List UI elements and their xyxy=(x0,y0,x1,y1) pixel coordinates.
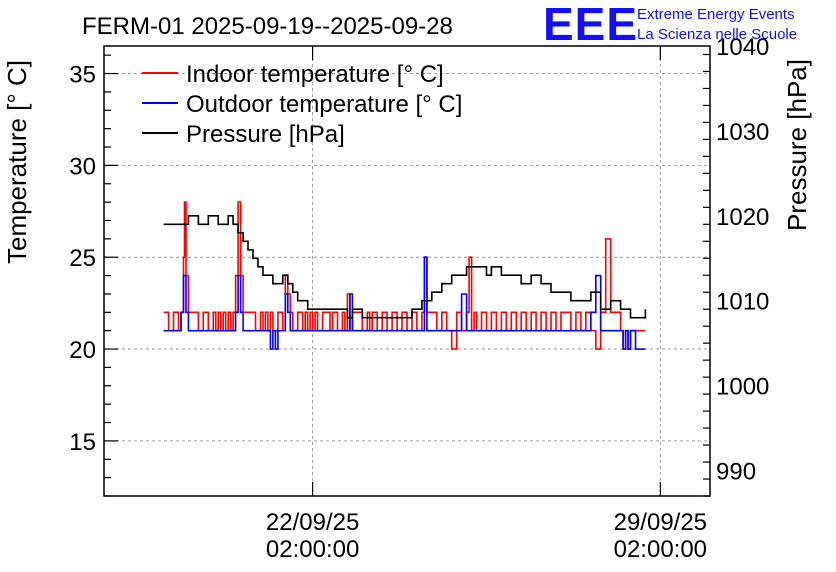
plot-lines xyxy=(163,201,647,350)
y2-tick-label: 1000 xyxy=(716,374,769,401)
y-tick-label: 25 xyxy=(69,245,96,272)
y-axis-left: 15 20 25 30 35 xyxy=(69,54,118,497)
y-tick-label: 15 xyxy=(69,429,96,456)
plot-frame xyxy=(103,45,711,497)
x-tick-label-time: 02:00:00 xyxy=(266,536,359,563)
legend-label-pressure-hpa: Pressure [hPa] xyxy=(186,121,345,148)
chart-title: FERM-01 2025-09-19--2025-09-28 xyxy=(82,13,453,40)
y-axis-label: Temperature [° C] xyxy=(2,60,32,264)
legend-label-indoor-temperature-c: Indoor temperature [° C] xyxy=(186,61,444,88)
y-tick-label: 20 xyxy=(69,337,96,364)
legend-label-outdoor-temperature-c: Outdoor temperature [° C] xyxy=(186,91,462,118)
y-tick-label: 35 xyxy=(69,62,96,89)
series-line-outdoor-temperature-c xyxy=(163,256,646,350)
logo-mark: EEE xyxy=(543,0,638,50)
x-tick-label-time: 02:00:00 xyxy=(614,536,707,563)
y-axis-right: 990 1000 1010 1020 1030 1040 xyxy=(703,34,769,497)
grid-lines xyxy=(104,46,710,496)
y2-tick-label: 1040 xyxy=(716,34,769,61)
y2-tick-label: 990 xyxy=(716,459,756,486)
y2-tick-label: 1010 xyxy=(716,289,769,316)
x-tick-label-date: 29/09/25 xyxy=(614,509,707,536)
eee-logo: EEE Extreme Energy Events La Scienza nel… xyxy=(543,0,797,50)
legend: Indoor temperature [° C] Outdoor temperat… xyxy=(142,61,462,148)
y2-tick-label: 1020 xyxy=(716,204,769,231)
y2-axis-label: Pressure [hPa] xyxy=(782,59,812,231)
logo-line-2: La Scienza nelle Scuole xyxy=(637,26,797,43)
series-line-pressure-hpa xyxy=(163,215,647,319)
y-tick-label: 30 xyxy=(69,153,96,180)
x-tick-label-date: 22/09/25 xyxy=(266,509,359,536)
y2-tick-label: 1030 xyxy=(716,119,769,146)
logo-line-1: Extreme Energy Events xyxy=(637,6,795,23)
